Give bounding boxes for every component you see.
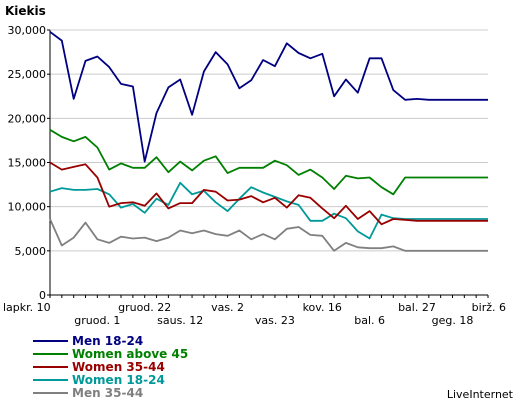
x-tick-label: birž. 6: [472, 301, 506, 314]
y-tick-label: 25,000: [8, 68, 47, 81]
legend-label: Men 18-24: [72, 334, 143, 348]
y-tick-label: 30,000: [8, 24, 47, 37]
x-tick-label: saus. 12: [157, 314, 203, 327]
x-tick-label: gruod. 1: [74, 314, 120, 327]
series-line: [49, 181, 488, 240]
y-tick-label: 15,000: [8, 157, 47, 170]
x-tick-label: bal. 27: [398, 301, 436, 314]
brand-label: LiveInternet: [447, 388, 514, 401]
series-line: [49, 31, 488, 163]
legend-label: Women above 45: [72, 347, 188, 361]
series-line: [49, 161, 488, 226]
x-tick-label: geg. 18: [432, 314, 474, 327]
y-tick-labels: 0 5,000 10,000 15,000 20,000 25,000 30,000: [8, 24, 50, 302]
y-tick-label: 20,000: [8, 112, 47, 125]
x-tick-label: bal. 6: [354, 314, 385, 327]
y-tick-label: 0: [39, 289, 46, 302]
legend-label: Men 35-44: [72, 386, 143, 400]
x-tick-label: lapkr. 10: [3, 301, 51, 314]
legend-label: Women 18-24: [72, 373, 165, 387]
series-line: [49, 129, 488, 196]
x-tick-label: gruod. 22: [118, 301, 171, 314]
y-axis-title: Kiekis: [5, 4, 46, 18]
y-tick-label: 10,000: [8, 201, 47, 214]
x-tick-label: kov. 16: [303, 301, 342, 314]
x-tick-label: vas. 2: [211, 301, 244, 314]
y-tick-label: 5,000: [15, 245, 47, 258]
series: [49, 31, 488, 252]
x-tick-labels: lapkr. 10 gruod. 22 vas. 2 kov. 16 bal. 27 bi…: [3, 295, 506, 327]
legend-label: Women 35-44: [72, 360, 165, 374]
series-line: [49, 218, 488, 252]
x-tick-label: vas. 23: [255, 314, 295, 327]
